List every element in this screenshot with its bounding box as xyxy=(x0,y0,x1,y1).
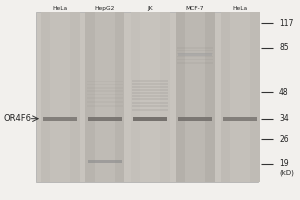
Bar xyxy=(40,12,80,182)
Bar xyxy=(176,12,214,182)
Text: MCF-7: MCF-7 xyxy=(186,6,204,11)
Text: OR4F6: OR4F6 xyxy=(3,114,31,123)
Text: 85: 85 xyxy=(279,43,289,52)
Bar xyxy=(95,12,115,182)
Bar xyxy=(87,97,123,99)
Bar xyxy=(87,90,123,92)
Bar xyxy=(87,84,123,85)
Bar xyxy=(88,117,122,121)
Bar xyxy=(140,12,160,182)
Text: 48: 48 xyxy=(279,88,289,97)
Bar xyxy=(132,89,168,91)
Text: 34: 34 xyxy=(279,114,289,123)
Bar xyxy=(178,117,212,121)
Text: HeLa: HeLa xyxy=(232,6,247,11)
Bar xyxy=(132,80,168,82)
Bar xyxy=(230,12,250,182)
Bar xyxy=(87,101,123,103)
Text: HeLa: HeLa xyxy=(52,6,68,11)
Bar xyxy=(87,94,123,95)
Text: 117: 117 xyxy=(279,19,293,28)
Bar xyxy=(177,47,213,49)
Bar xyxy=(224,117,256,121)
Bar xyxy=(177,53,213,54)
Bar xyxy=(85,12,124,182)
Bar xyxy=(36,12,258,182)
Bar xyxy=(87,81,123,82)
Bar xyxy=(130,12,170,182)
Bar xyxy=(87,105,123,107)
Text: (kD): (kD) xyxy=(279,169,294,176)
Bar xyxy=(132,109,168,111)
Text: JK: JK xyxy=(147,6,153,11)
Bar xyxy=(220,12,260,182)
Bar xyxy=(87,87,123,89)
Bar xyxy=(132,105,168,107)
Bar xyxy=(132,98,168,100)
Text: HepG2: HepG2 xyxy=(95,6,115,11)
Bar xyxy=(88,160,122,163)
Bar xyxy=(132,86,168,88)
Bar xyxy=(177,62,213,64)
Bar xyxy=(177,56,213,57)
Bar xyxy=(132,92,168,94)
Bar xyxy=(178,53,212,56)
Bar xyxy=(132,102,168,104)
Text: 19: 19 xyxy=(279,159,289,168)
Bar xyxy=(185,12,205,182)
Text: 26: 26 xyxy=(279,135,289,144)
Bar xyxy=(44,117,76,121)
Bar xyxy=(132,83,168,85)
Bar xyxy=(132,95,168,97)
Bar xyxy=(134,117,166,121)
Bar xyxy=(177,50,213,51)
Bar xyxy=(50,12,70,182)
Bar xyxy=(177,59,213,60)
